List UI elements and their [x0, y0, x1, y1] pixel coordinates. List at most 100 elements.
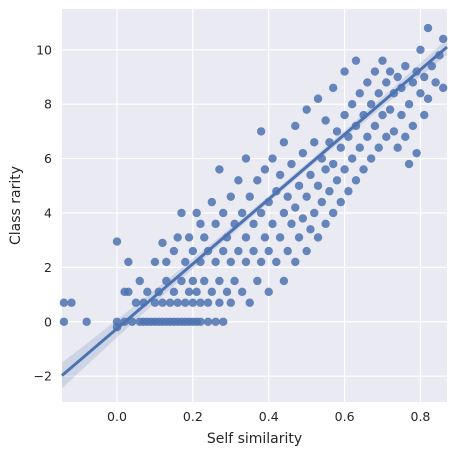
data-point [298, 148, 308, 158]
data-point [404, 99, 414, 109]
data-point [302, 105, 311, 114]
x-tick-labels: 0.0 0.2 0.4 0.6 0.8 [107, 409, 430, 424]
data-point [215, 165, 224, 174]
data-point [211, 257, 220, 267]
data-point [313, 94, 323, 103]
data-point [124, 287, 133, 297]
y-tick-label: 10 [36, 42, 52, 57]
data-point [112, 237, 122, 246]
y-axis-label: Class rarity [8, 166, 24, 245]
data-point [366, 99, 376, 109]
x-tick-label: 0.8 [411, 409, 431, 424]
data-point [291, 257, 300, 267]
data-point [279, 138, 289, 147]
confidence-band [62, 38, 447, 389]
data-point [222, 287, 232, 297]
data-point [370, 67, 380, 76]
data-point [162, 257, 171, 267]
data-point [268, 154, 277, 163]
data-point [389, 127, 399, 136]
data-point [374, 89, 383, 98]
data-point [241, 154, 251, 163]
data-point [150, 298, 160, 307]
scatter-points [59, 23, 448, 332]
data-point [143, 287, 152, 297]
data-point [416, 45, 425, 54]
data-point [298, 214, 308, 223]
data-point [275, 170, 285, 180]
data-point [302, 192, 311, 201]
data-point [237, 208, 247, 218]
data-point [256, 257, 266, 267]
regression-line-group [61, 45, 448, 377]
data-point [310, 138, 319, 147]
plot-background [62, 9, 447, 402]
data-point [294, 233, 304, 242]
data-point [169, 246, 179, 256]
data-point [249, 246, 258, 256]
data-point [211, 317, 220, 326]
data-point [215, 276, 224, 286]
data-point [215, 298, 224, 307]
data-point [207, 197, 217, 207]
data-point [253, 276, 262, 286]
y-tick-labels: −2 0 2 4 6 8 10 [34, 42, 52, 383]
data-point [226, 192, 235, 201]
data-point [230, 276, 239, 286]
data-point [287, 219, 296, 229]
data-point [412, 148, 421, 158]
data-point [317, 197, 327, 207]
data-point [321, 219, 330, 229]
data-point [181, 257, 190, 267]
data-point [256, 127, 266, 136]
data-point [336, 143, 345, 152]
data-point [329, 208, 338, 218]
data-point [219, 246, 228, 256]
data-point [359, 165, 368, 174]
x-tick-label: 0.2 [183, 409, 203, 424]
data-point [302, 246, 311, 256]
data-point [306, 225, 315, 234]
data-point [184, 233, 194, 242]
data-point [313, 181, 323, 190]
data-point [234, 246, 243, 256]
data-point [131, 298, 141, 307]
data-point [226, 257, 235, 267]
data-point [283, 246, 292, 256]
data-point [408, 78, 418, 87]
data-point [241, 257, 251, 267]
data-point [184, 287, 194, 297]
y-tick-label: 2 [44, 260, 52, 275]
data-point [177, 208, 186, 218]
data-point [283, 192, 292, 201]
data-point [397, 110, 406, 120]
data-point [196, 317, 205, 326]
data-point [363, 132, 372, 142]
data-point [158, 238, 167, 248]
data-point [268, 219, 277, 229]
data-point [245, 192, 254, 201]
y-tick-label: −2 [34, 369, 52, 384]
data-point [420, 110, 429, 120]
data-point [82, 317, 91, 326]
data-point [385, 67, 395, 76]
data-point [59, 317, 69, 326]
data-point [237, 287, 247, 297]
data-point [219, 317, 228, 326]
data-point [207, 287, 217, 297]
data-point [329, 83, 338, 93]
data-point [347, 154, 357, 163]
data-point [416, 89, 425, 98]
data-point [200, 233, 209, 242]
regression-line [61, 45, 448, 377]
data-point [385, 105, 395, 114]
data-point [439, 34, 448, 44]
data-point [211, 219, 220, 229]
data-point [275, 233, 285, 242]
data-point [203, 298, 213, 307]
data-point [401, 132, 410, 142]
data-point [321, 165, 330, 174]
data-point [165, 298, 175, 307]
data-point [264, 287, 273, 297]
